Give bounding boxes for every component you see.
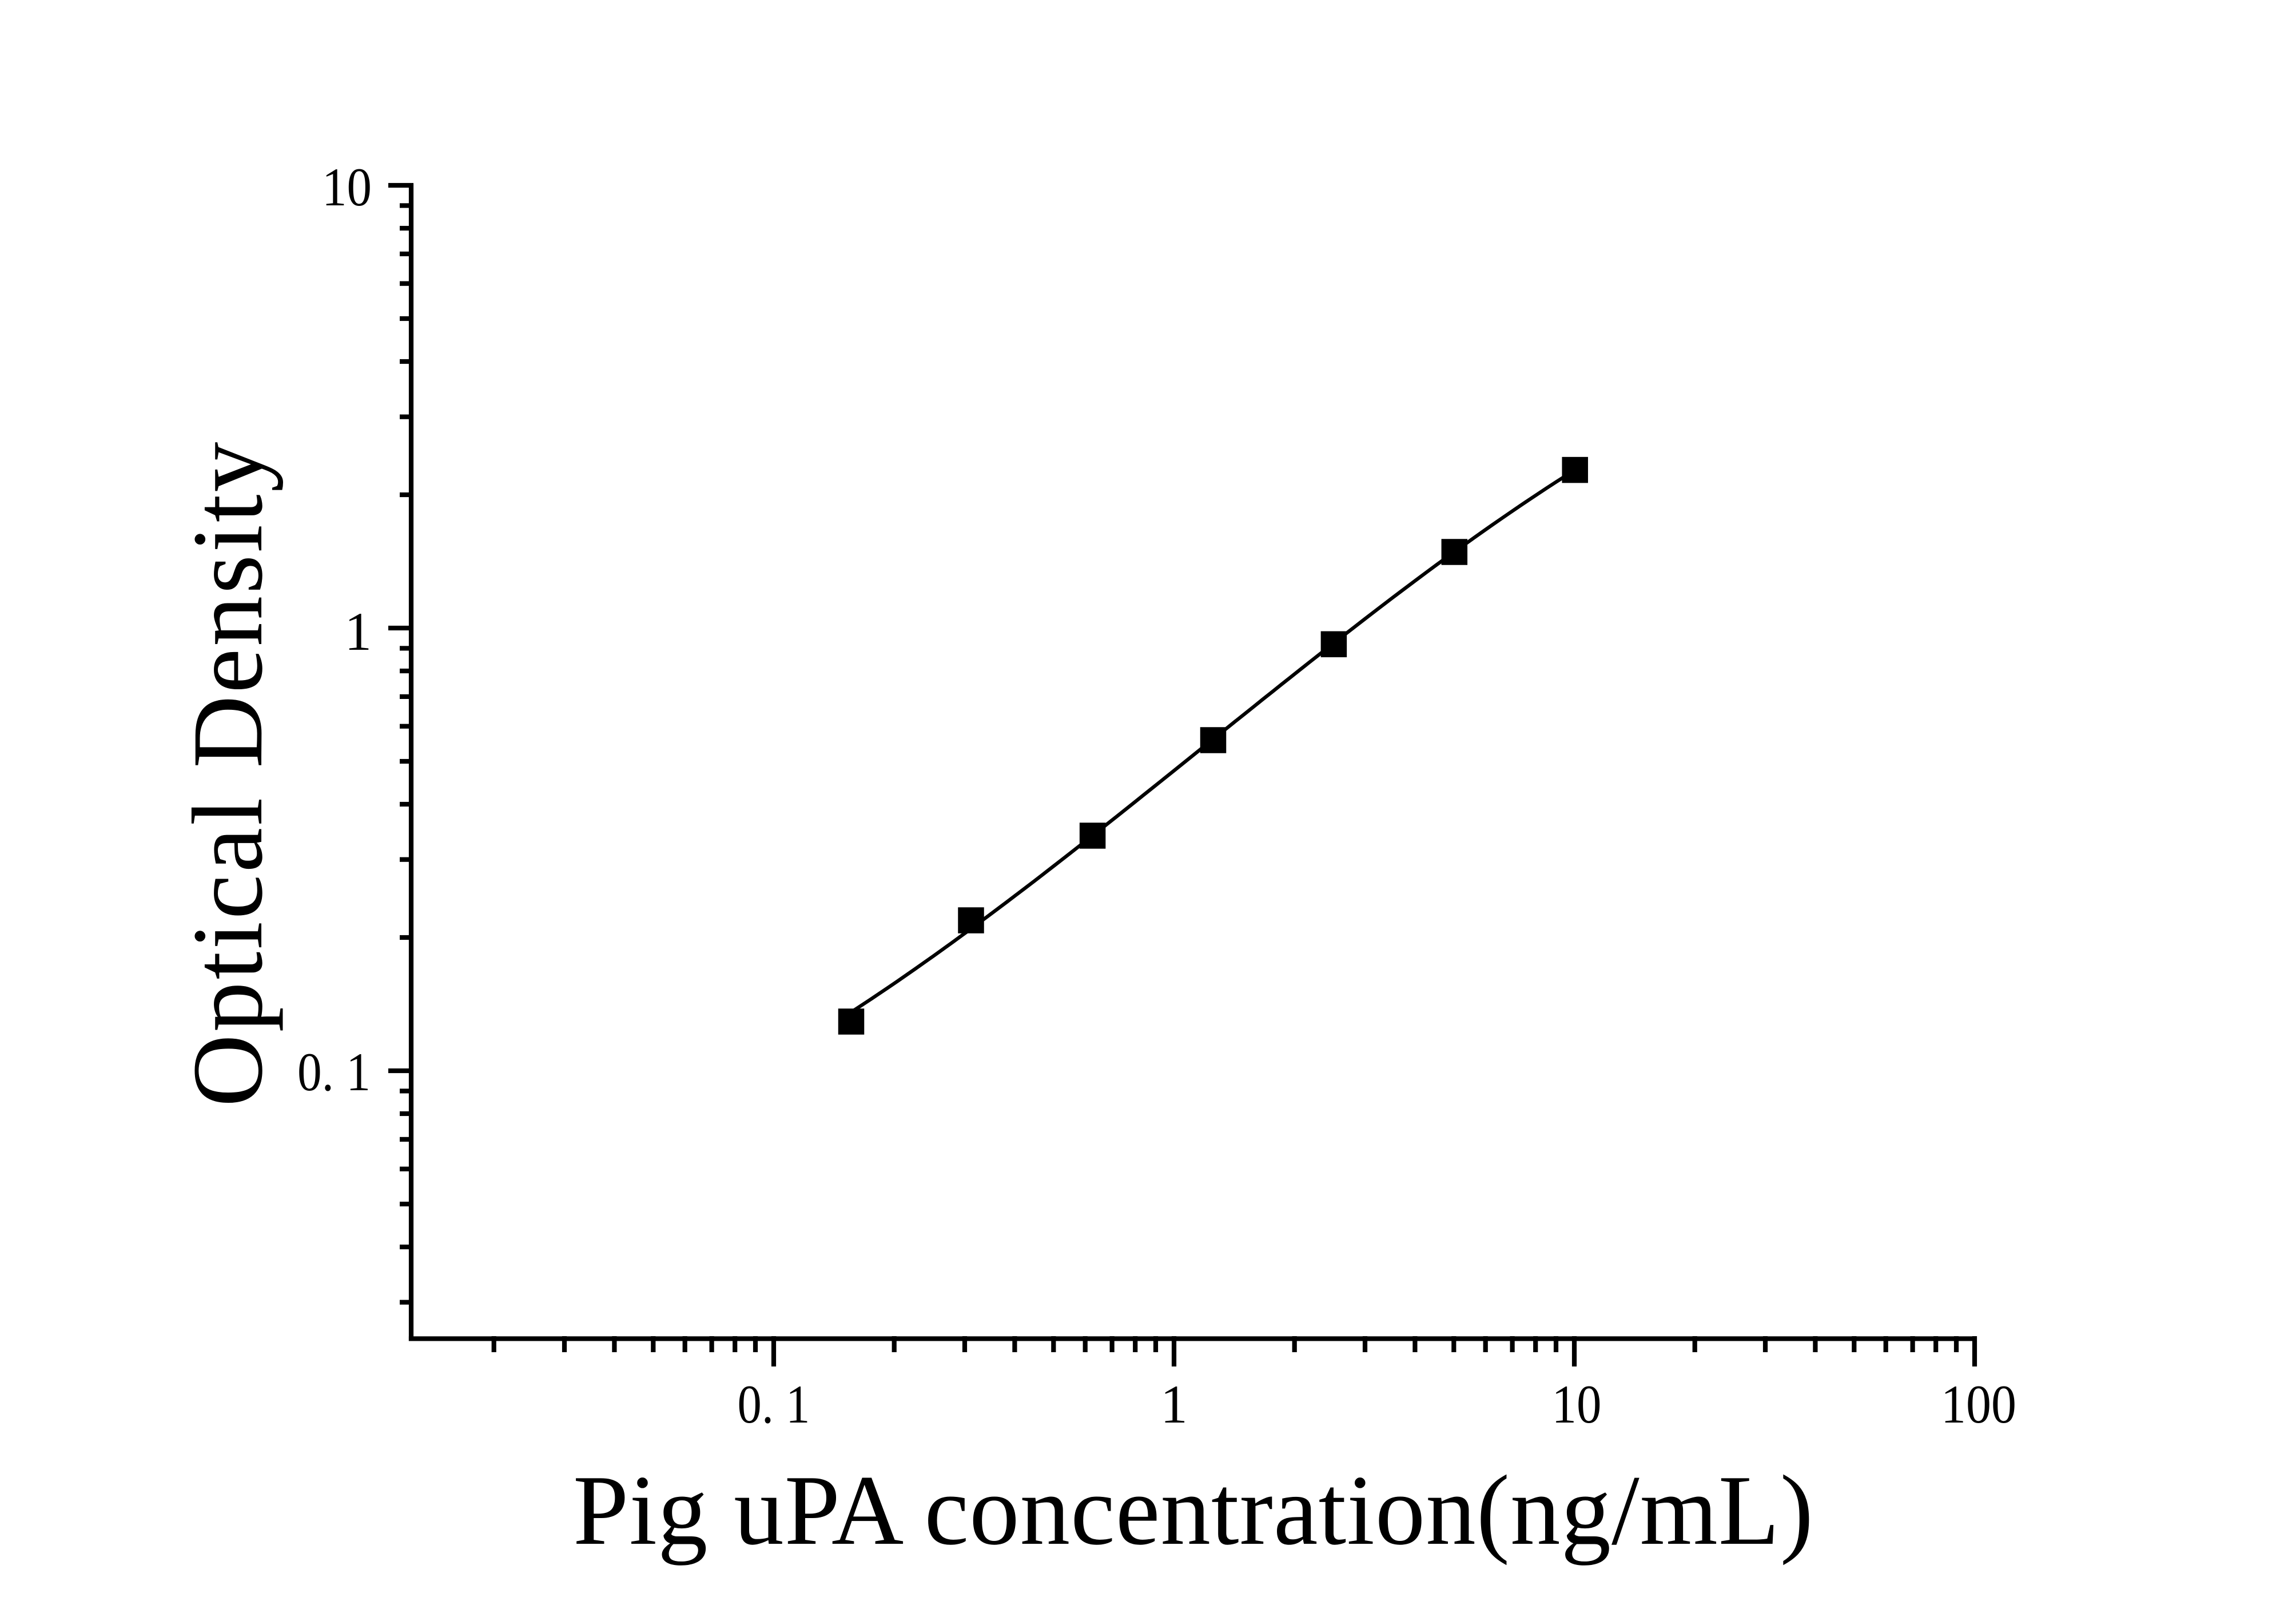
svg-text:10: 10 <box>322 157 372 217</box>
svg-text:0. 1: 0. 1 <box>738 1374 810 1435</box>
svg-text:Pig uPA concentration(ng/mL): Pig uPA concentration(ng/mL) <box>573 1455 1814 1566</box>
svg-text:Optical Density: Optical Density <box>172 440 284 1107</box>
svg-text:10: 10 <box>1552 1374 1602 1435</box>
svg-text:0. 1: 0. 1 <box>297 1042 371 1102</box>
svg-text:100: 100 <box>1941 1374 2016 1435</box>
svg-text:1: 1 <box>1160 1374 1188 1435</box>
svg-text:1: 1 <box>345 601 372 662</box>
